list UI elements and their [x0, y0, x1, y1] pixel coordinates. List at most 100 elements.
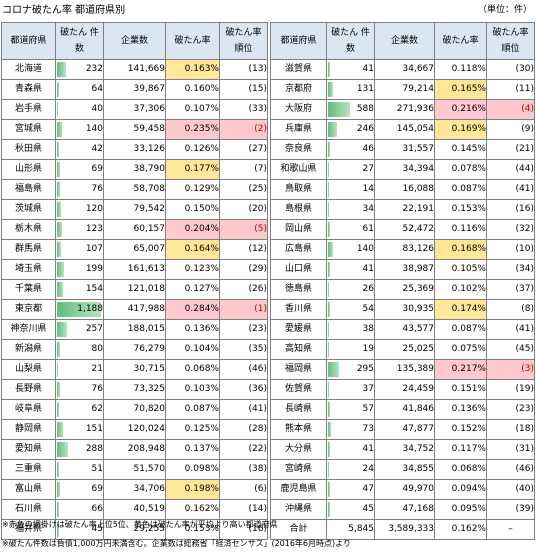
- bankrupt-value: 24: [362, 464, 374, 474]
- bankrupt-rate: 0.160%: [165, 79, 220, 100]
- bankrupt-count: 288: [55, 439, 104, 460]
- bankrupt-count: 45: [55, 519, 104, 540]
- pref-name: 兵庫県: [270, 119, 327, 140]
- bankrupt-count: 24: [326, 459, 375, 480]
- pref-name: 宮城県: [1, 119, 56, 140]
- table-row: 北海道 232 141,669 0.163% (13): [1, 59, 268, 80]
- bankrupt-value: 41: [362, 64, 374, 74]
- pref-name: 岩手県: [1, 99, 56, 120]
- rate-rank: (23): [219, 319, 268, 340]
- bankrupt-value: 61: [362, 224, 374, 234]
- company-count: 43,577: [374, 319, 435, 340]
- bankrupt-value: 199: [85, 264, 103, 274]
- bankrupt-value: 107: [85, 244, 103, 254]
- bankrupt-count: 27: [326, 159, 375, 180]
- data-bar: [328, 162, 329, 177]
- bankrupt-count: 80: [55, 339, 104, 360]
- bankrupt-rate: 0.102%: [434, 279, 487, 300]
- bankrupt-rate: 0.127%: [165, 279, 220, 300]
- company-count: 34,706: [103, 479, 166, 500]
- rate-rank: (21): [486, 139, 535, 160]
- bankrupt-value: 288: [85, 444, 103, 454]
- data-bar: [57, 402, 60, 417]
- rate-rank: (16): [486, 199, 535, 220]
- header-bankrupt: 破たん 件数: [326, 22, 375, 60]
- data-bar: [328, 422, 331, 437]
- company-count: 30,935: [374, 299, 435, 320]
- bankrupt-value: 73: [362, 424, 374, 434]
- bankrupt-rate: 0.145%: [434, 139, 487, 160]
- pref-name: 神奈川県: [1, 319, 56, 340]
- bankrupt-value: 47: [362, 484, 374, 494]
- rate-rank: (38): [219, 459, 268, 480]
- bankrupt-count: 41: [326, 439, 375, 460]
- rate-rank: (15): [219, 79, 268, 100]
- bankrupt-count: 588: [326, 99, 375, 120]
- table-row: 秋田県 42 33,126 0.126% (27): [1, 139, 268, 160]
- table-row: 宮城県 140 59,458 0.235% (2): [1, 119, 268, 140]
- data-bar: [328, 182, 329, 197]
- bankrupt-count: 14: [326, 179, 375, 200]
- data-bar: [57, 362, 58, 377]
- note-highlight: ※赤色の網掛けは破たん率上位5位、黄色は破たん率が平均より高い都道府県: [2, 520, 278, 529]
- bankrupt-rate: 0.204%: [165, 219, 220, 240]
- bankrupt-value: 41: [362, 264, 374, 274]
- bankrupt-count: 26: [326, 279, 375, 300]
- data-bar: [328, 122, 338, 137]
- company-count: 31,557: [374, 139, 435, 160]
- company-count: 47,168: [374, 499, 435, 520]
- table-row: 福岡県 295 135,389 0.217% (3): [270, 359, 535, 380]
- pref-name: 福島県: [1, 179, 56, 200]
- bankrupt-rate: 0.116%: [434, 219, 487, 240]
- pref-name: 宮崎県: [270, 459, 327, 480]
- table-row: 沖縄県 45 47,168 0.095% (39): [270, 499, 535, 520]
- bankrupt-rate: 0.169%: [434, 119, 487, 140]
- table-row: 山形県 69 38,790 0.177% (7): [1, 159, 268, 180]
- data-bar: [57, 202, 62, 217]
- table-row: 奈良県 46 31,557 0.145% (21): [270, 139, 535, 160]
- data-bar: [57, 222, 62, 237]
- bankrupt-count: 66: [55, 499, 104, 520]
- data-bar: [57, 302, 101, 317]
- header-rate: 破たん率: [165, 22, 220, 60]
- table-row: 岩手県 40 37,306 0.107% (33): [1, 99, 268, 120]
- bankrupt-rate: 0.217%: [434, 359, 487, 380]
- table-row: 山口県 41 38,987 0.105% (34): [270, 259, 535, 280]
- data-bar: [328, 202, 330, 217]
- header-companies: 企業数: [374, 22, 435, 60]
- data-bar: [57, 482, 60, 497]
- bankrupt-count: 151: [55, 419, 104, 440]
- rate-rank: (18): [486, 419, 535, 440]
- bankrupt-value: 42: [91, 144, 103, 154]
- bankrupt-value: 40: [91, 104, 103, 114]
- pref-name: 岐阜県: [1, 399, 56, 420]
- table-row: 新潟県 80 76,279 0.104% (35): [1, 339, 268, 360]
- data-bar: [328, 142, 330, 157]
- table-row: 宮崎県 24 34,855 0.068% (46): [270, 459, 535, 480]
- company-count: 60,157: [103, 219, 166, 240]
- pref-name: 熊本県: [270, 419, 327, 440]
- pref-name: 栃木県: [1, 219, 56, 240]
- bankrupt-count: 154: [55, 279, 104, 300]
- data-bar: [57, 442, 68, 457]
- table-row: 高知県 19 25,025 0.075% (45): [270, 339, 535, 360]
- unit-label: （単位：件）: [477, 5, 532, 15]
- company-count: 120,024: [103, 419, 166, 440]
- page-title: コロナ破たん率 都道府県別: [2, 5, 126, 16]
- bankrupt-value: 57: [362, 404, 374, 414]
- company-count: 135,389: [374, 359, 435, 380]
- pref-name: 北海道: [1, 59, 56, 80]
- company-count: 34,855: [374, 459, 435, 480]
- bankrupt-count: 131: [326, 79, 375, 100]
- table-row: 東京都 1,188 417,988 0.284% (1): [1, 299, 268, 320]
- bankrupt-count: 64: [55, 79, 104, 100]
- pref-name: 秋田県: [1, 139, 56, 160]
- pref-name: 徳島県: [270, 279, 327, 300]
- pref-name: 島根県: [270, 199, 327, 220]
- pref-name: 山口県: [270, 259, 327, 280]
- table-row: 千葉県 154 121,018 0.127% (26): [1, 279, 268, 300]
- data-bar: [328, 102, 350, 117]
- pref-name: 佐賀県: [270, 379, 327, 400]
- rate-rank: (45): [486, 339, 535, 360]
- data-bar: [328, 242, 334, 257]
